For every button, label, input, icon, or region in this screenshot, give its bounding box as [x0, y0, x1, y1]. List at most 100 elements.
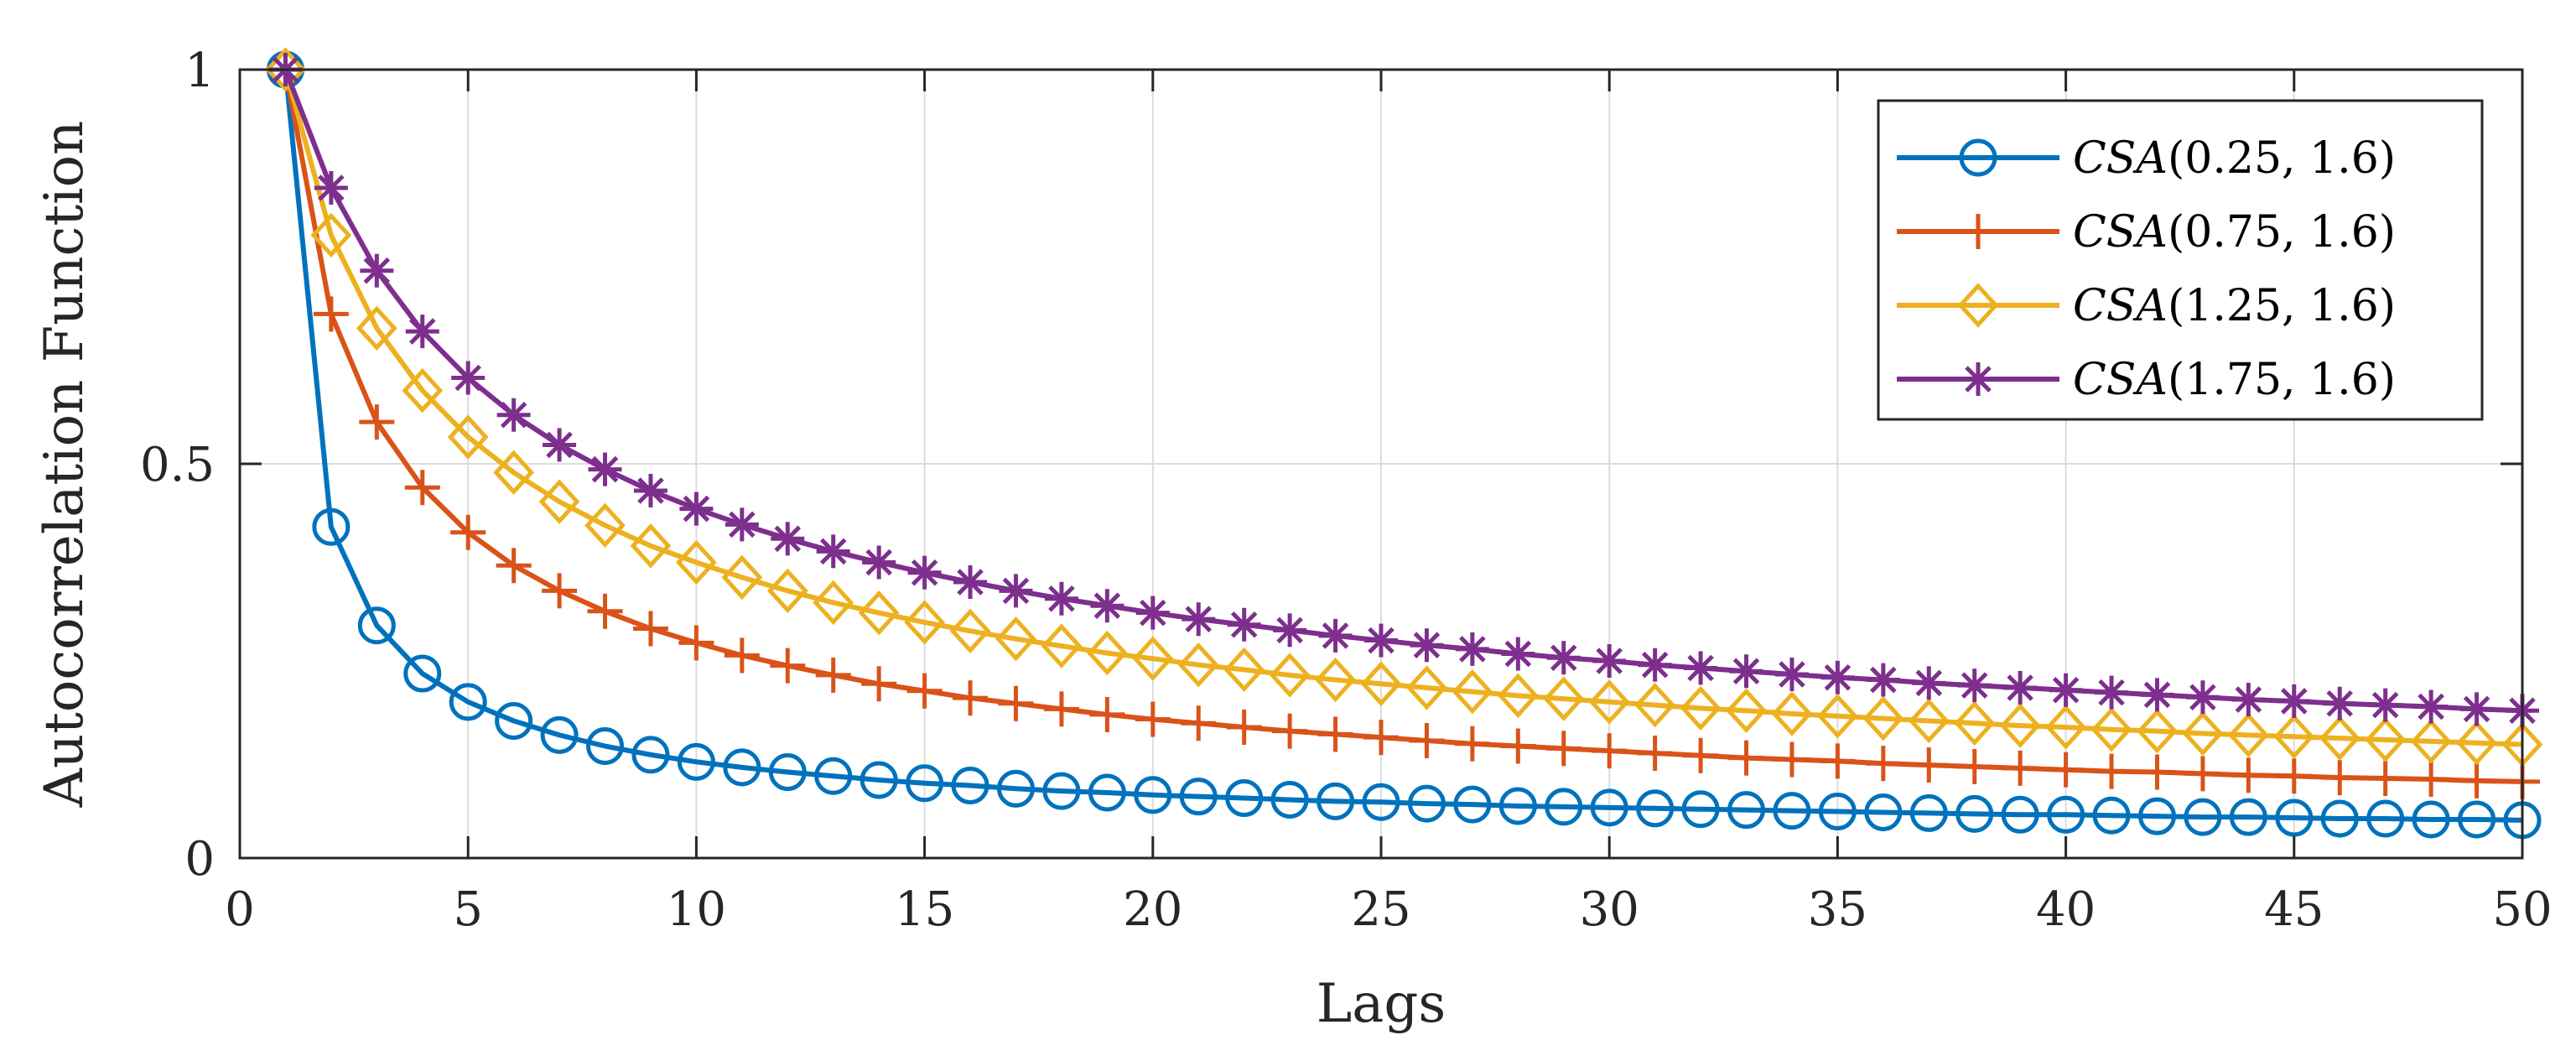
- data-point: [1363, 720, 1399, 756]
- data-point: [1588, 679, 1630, 725]
- data-point: [1957, 668, 1992, 703]
- series-3: [265, 47, 2543, 767]
- data-point: [2366, 799, 2405, 838]
- x-tick-label: 5: [453, 882, 483, 937]
- data-point: [2456, 720, 2497, 766]
- legend-label-name: CSA: [2073, 207, 2168, 257]
- data-point: [1410, 628, 1444, 663]
- data-point: [1088, 773, 1126, 812]
- data-point: [721, 554, 763, 601]
- data-point: [1132, 636, 1174, 681]
- legend-label-name: CSA: [2073, 355, 2168, 405]
- data-point: [906, 764, 944, 803]
- data-point: [2273, 714, 2315, 759]
- data-point: [542, 573, 578, 609]
- data-point: [1270, 780, 1309, 819]
- legend-entry: CSA(1.25, 1.6): [1897, 281, 2396, 331]
- data-point: [451, 361, 486, 395]
- legend-entry: CSA(0.75, 1.6): [1897, 207, 2396, 257]
- data-point: [1315, 657, 1356, 703]
- data-point: [1546, 641, 1581, 675]
- data-point: [2365, 717, 2407, 762]
- data-point: [1862, 695, 1904, 741]
- data-point: [676, 539, 717, 585]
- x-tick-label: 20: [1123, 882, 1182, 937]
- data-point: [1866, 663, 1900, 697]
- data-point: [1543, 676, 1585, 721]
- legend-label-args: (0.25, 1.6): [2168, 133, 2396, 184]
- data-point: [2413, 762, 2449, 797]
- data-point: [1318, 618, 1353, 653]
- data-point: [1684, 651, 1718, 685]
- data-point: [2045, 705, 2086, 750]
- data-point: [2412, 800, 2450, 839]
- data-point: [949, 608, 991, 653]
- data-point: [538, 479, 580, 524]
- legend-entry: CSA(1.75, 1.6): [1897, 355, 2396, 405]
- data-point: [1636, 789, 1675, 828]
- data-point: [310, 212, 352, 258]
- legend-marker: [1959, 138, 1997, 177]
- data-point: [1269, 653, 1311, 698]
- x-tick-label: 50: [2492, 882, 2552, 937]
- data-point: [496, 548, 532, 584]
- data-point: [1728, 740, 1764, 776]
- legend-marker: [1957, 283, 1999, 328]
- data-point: [1453, 785, 1492, 824]
- x-tick-label: 35: [1808, 882, 1867, 937]
- data-point: [1954, 700, 1996, 746]
- data-point: [1912, 666, 1946, 700]
- data-point: [450, 514, 486, 550]
- data-point: [860, 761, 898, 799]
- data-point: [814, 757, 853, 795]
- data-point: [356, 305, 397, 351]
- data-point: [1545, 731, 1581, 767]
- data-point: [1043, 691, 1079, 727]
- data-point: [2276, 758, 2312, 794]
- data-point: [2049, 673, 2083, 707]
- x-tick-label: 0: [225, 882, 255, 937]
- data-point: [1497, 673, 1539, 719]
- data-point: [1317, 782, 1355, 820]
- data-point: [447, 414, 489, 460]
- data-point: [2137, 797, 2176, 835]
- data-point: [813, 580, 854, 626]
- data-point: [953, 565, 988, 599]
- y-tick-label: 0.5: [140, 438, 215, 492]
- data-point: [953, 680, 989, 716]
- data-point: [724, 637, 760, 674]
- data-point: [1818, 793, 1857, 831]
- data-point: [858, 590, 900, 636]
- legend-label-args: (1.25, 1.6): [2168, 281, 2396, 331]
- data-point: [2139, 754, 2175, 790]
- data-point: [2367, 761, 2403, 797]
- data-point: [357, 606, 396, 645]
- data-point: [2185, 680, 2220, 715]
- data-point: [2458, 800, 2496, 839]
- data-point: [1774, 657, 1809, 691]
- data-point: [999, 574, 1033, 608]
- data-point: [995, 616, 1036, 662]
- data-point: [1179, 778, 1218, 816]
- legend-label-name: CSA: [2073, 133, 2168, 184]
- legend-marker: [1961, 362, 1995, 396]
- data-point: [314, 171, 348, 205]
- series-1: [266, 50, 2542, 840]
- data-point: [633, 473, 667, 507]
- data-point: [1820, 660, 1855, 694]
- data-point: [1044, 581, 1078, 616]
- data-point: [2182, 710, 2224, 757]
- data-point: [816, 534, 850, 569]
- data-point: [1454, 726, 1490, 762]
- data-point: [1908, 698, 1950, 744]
- data-point: [1406, 665, 1447, 710]
- legend-marker: [1961, 214, 1996, 249]
- data-point: [360, 253, 394, 288]
- data-point: [1134, 776, 1172, 814]
- data-point: [2003, 670, 2038, 705]
- data-point: [1273, 613, 1307, 648]
- x-tick-label: 10: [667, 882, 726, 937]
- data-point: [540, 715, 579, 754]
- data-point: [1227, 607, 1261, 642]
